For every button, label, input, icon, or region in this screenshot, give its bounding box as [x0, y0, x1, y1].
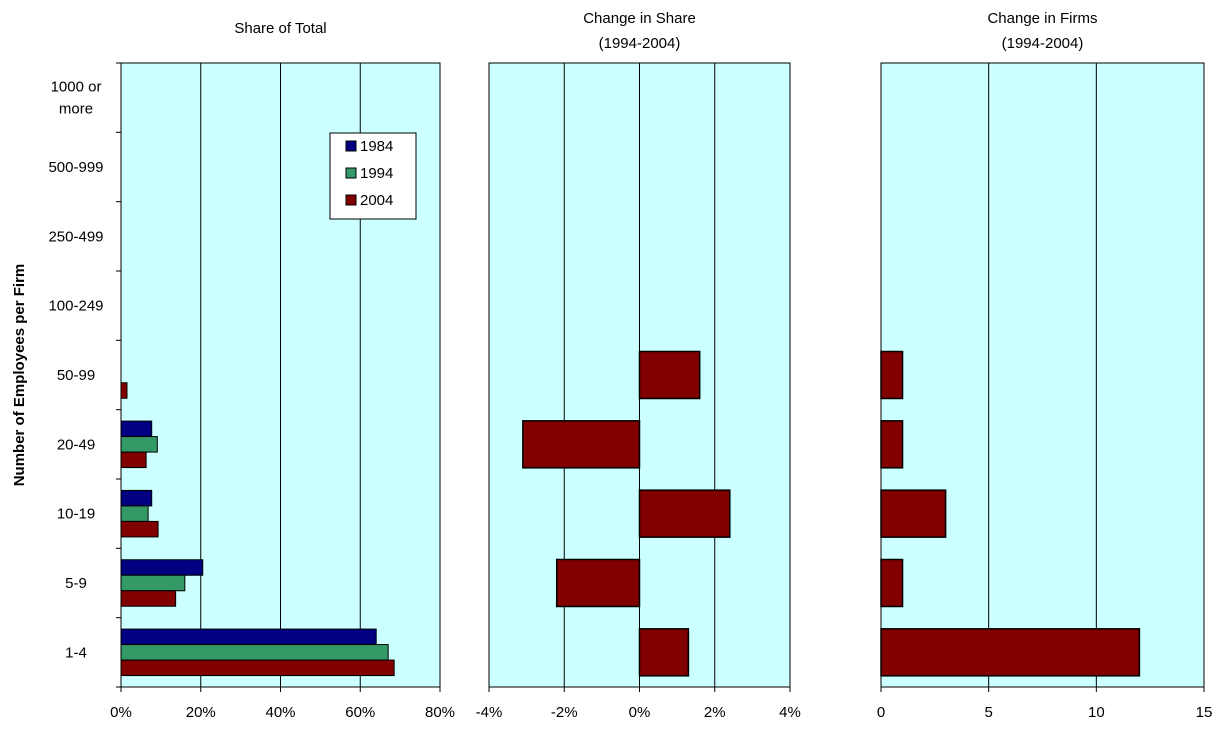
legend-label: 2004 — [360, 192, 393, 209]
bar — [120, 559, 204, 576]
bar — [120, 505, 149, 522]
bar — [120, 420, 153, 438]
category-label: 20-49 — [57, 436, 95, 453]
bar — [880, 558, 904, 608]
bar — [120, 520, 159, 538]
legend-swatch — [345, 194, 357, 206]
x-tick-label: 0 — [877, 704, 885, 721]
chart-title: Change in Firms — [987, 10, 1097, 27]
category-label: 100-249 — [48, 298, 103, 315]
bar — [638, 350, 701, 400]
bar — [120, 628, 377, 646]
bar — [120, 382, 128, 399]
category-label: 1000 or — [51, 79, 102, 96]
category-label: 50-99 — [57, 367, 95, 384]
category-label: 1-4 — [65, 644, 87, 661]
x-tick-label: 5 — [984, 704, 992, 721]
y-axis-title: Number of Employees per Firm — [11, 264, 28, 487]
bar — [555, 558, 641, 608]
bar — [522, 420, 641, 469]
x-tick-label: 40% — [265, 704, 295, 721]
x-tick-label: 2% — [704, 704, 726, 721]
bar — [880, 420, 904, 469]
chart-title: Share of Total — [234, 20, 326, 37]
bar — [120, 590, 177, 607]
x-tick-label: 0% — [629, 704, 651, 721]
category-label: more — [59, 101, 93, 118]
bar — [120, 489, 153, 507]
legend-label: 1984 — [360, 138, 393, 155]
x-tick-label: 15 — [1196, 704, 1213, 721]
bar — [880, 489, 947, 538]
x-tick-label: 20% — [186, 704, 216, 721]
chart-title: Change in Share — [583, 10, 696, 27]
category-label: 500-999 — [48, 159, 103, 176]
legend-swatch — [345, 140, 357, 152]
category-label: 5-9 — [65, 575, 87, 592]
legend-box — [329, 132, 417, 220]
bar — [120, 574, 186, 592]
chart-panel-3: 0 5 10 15 Change in Firms (1994-2004) — [877, 10, 1213, 721]
legend: 1984 1994 2004 — [329, 132, 417, 220]
chart-panel-2: -4% -2% 0% 2% 4% Change in Share (1994-2004) — [476, 10, 801, 721]
bar — [120, 451, 147, 469]
x-tick-label: 0% — [110, 704, 132, 721]
bar — [120, 436, 158, 453]
bar — [120, 659, 395, 677]
bar — [880, 350, 904, 400]
x-tick-label: 80% — [425, 704, 455, 721]
x-tick-label: 10 — [1088, 704, 1105, 721]
bar — [638, 628, 690, 677]
bar — [120, 644, 389, 661]
plot-area — [880, 62, 1205, 688]
bar — [638, 489, 731, 538]
legend-swatch — [345, 167, 357, 179]
x-tick-label: -2% — [551, 704, 578, 721]
chart-title: (1994-2004) — [1002, 35, 1084, 52]
category-label: 10-19 — [57, 506, 95, 523]
x-tick-label: -4% — [476, 704, 503, 721]
chart-panel-1: 0% 20% 40% 60% 80% Share of Total 1-4 5-9 10-19 2… — [48, 20, 455, 721]
category-label: 250-499 — [48, 228, 103, 245]
chart-title: (1994-2004) — [599, 35, 681, 52]
legend-label: 1994 — [360, 165, 393, 182]
x-tick-label: 4% — [779, 704, 801, 721]
x-tick-label: 60% — [345, 704, 375, 721]
bar — [880, 628, 1141, 677]
